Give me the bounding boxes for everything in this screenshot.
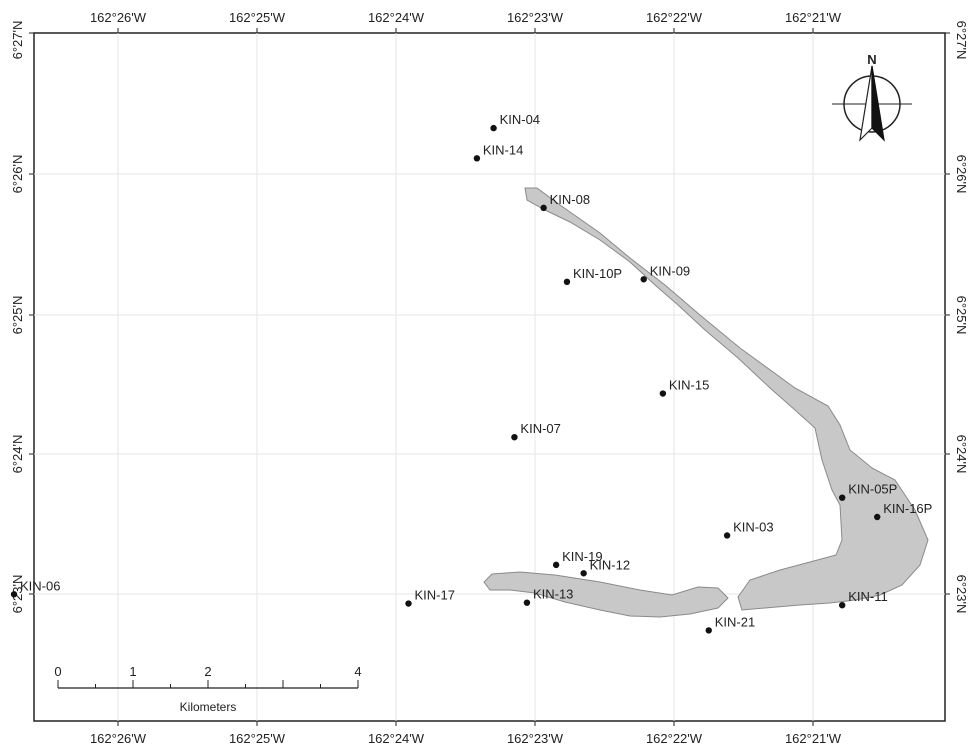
- site-marker: [10, 591, 18, 598]
- site-marker: [874, 513, 881, 521]
- latitude-label: 6°26'N: [954, 155, 969, 194]
- latitude-label: 6°23'N: [954, 575, 969, 614]
- sample-sites: KIN-04 KIN-14 KIN-08 KIN-10P KIN-09 KIN-15 KIN…: [10, 112, 932, 634]
- site-label: KIN-04: [500, 112, 540, 127]
- longitude-label: 162°26'W: [90, 731, 147, 746]
- site-marker: [405, 600, 412, 607]
- longitude-label: 162°24'W: [368, 10, 425, 25]
- site-label: KIN-07: [520, 421, 560, 436]
- longitude-label: 162°22'W: [646, 731, 703, 746]
- scale-tick-label: 2: [204, 664, 211, 679]
- north-arrow-right-half: [871, 65, 885, 142]
- latitude-label: 6°27'N: [954, 21, 969, 60]
- map-frame: [33, 32, 946, 722]
- site-marker: [659, 390, 667, 397]
- latitude-labels-left: 6°27'N 6°26'N 6°25'N 6°24'N 6°23'N: [10, 21, 25, 614]
- latitude-label: 6°24'N: [10, 435, 25, 474]
- scale-tick-label: 0: [54, 664, 61, 679]
- longitude-labels-top: 162°26'W 162°25'W 162°24'W 162°23'W 162°22'W…: [90, 10, 842, 25]
- site-marker: [523, 599, 531, 606]
- site-marker: [511, 434, 518, 441]
- scale-tick-label: 4: [354, 664, 361, 679]
- latitude-label: 6°27'N: [10, 21, 25, 60]
- site-label: KIN-05P: [848, 482, 897, 497]
- north-arrow: N: [832, 52, 912, 142]
- site-marker: [705, 627, 712, 634]
- site-label: KIN-19: [562, 549, 602, 564]
- site-label: KIN-21: [715, 614, 755, 629]
- site-label: KIN-13: [533, 587, 573, 602]
- site-label: KIN-16P: [883, 501, 932, 516]
- longitude-label: 162°24'W: [368, 731, 425, 746]
- main-island: [524, 187, 929, 611]
- site-marker: [552, 561, 560, 569]
- site-label: KIN-11: [848, 589, 888, 604]
- site-label: KIN-14: [483, 142, 523, 157]
- site-marker: [580, 570, 587, 577]
- latitude-label: 6°26'N: [10, 155, 25, 194]
- longitude-label: 162°21'W: [785, 731, 842, 746]
- longitude-label: 162°23'W: [507, 10, 564, 25]
- latitude-label: 6°24'N: [954, 435, 969, 474]
- longitude-label: 162°22'W: [646, 10, 703, 25]
- site-marker: [540, 204, 547, 212]
- north-label: N: [867, 52, 876, 67]
- site-marker: [473, 155, 481, 162]
- atoll-land: [483, 187, 929, 618]
- site-label: KIN-12: [590, 557, 630, 572]
- site-marker: [490, 124, 497, 132]
- site-label: KIN-10P: [573, 266, 622, 281]
- longitude-label: 162°25'W: [229, 10, 286, 25]
- scale-tick-label: 1: [129, 664, 136, 679]
- latitude-labels-right: 6°27'N 6°26'N 6°25'N 6°24'N 6°23'N: [954, 21, 969, 614]
- site-marker: [723, 532, 731, 539]
- scale-bar-unit: Kilometers: [180, 700, 237, 714]
- longitude-label: 162°21'W: [785, 10, 842, 25]
- site-label: KIN-08: [550, 192, 590, 207]
- site-marker: [563, 278, 571, 285]
- site-marker: [838, 494, 846, 501]
- southern-islet: [483, 571, 729, 618]
- site-marker: [640, 276, 647, 283]
- site-label: KIN-09: [650, 263, 690, 278]
- site-label: KIN-15: [669, 378, 709, 393]
- site-label: KIN-06: [20, 578, 60, 593]
- site-marker: [838, 602, 846, 609]
- site-label: KIN-03: [733, 519, 773, 534]
- scale-bar: Kilometers 0 1 2 4: [54, 664, 361, 714]
- longitude-labels-bottom: 162°26'W 162°25'W 162°24'W 162°23'W 162°22'W…: [90, 731, 842, 746]
- latitude-label: 6°25'N: [10, 296, 25, 335]
- longitude-label: 162°23'W: [507, 731, 564, 746]
- longitude-label: 162°25'W: [229, 731, 286, 746]
- latitude-label: 6°25'N: [954, 296, 969, 335]
- site-label: KIN-17: [415, 588, 455, 603]
- latitude-label: 6°23'N: [10, 575, 25, 614]
- longitude-label: 162°26'W: [90, 10, 147, 25]
